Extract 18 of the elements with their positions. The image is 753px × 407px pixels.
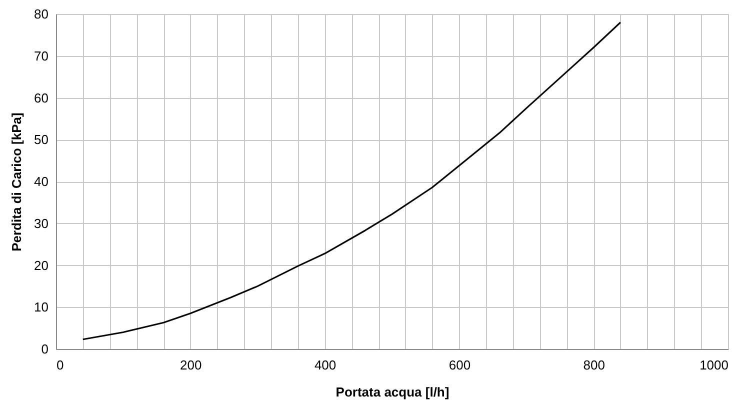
y-tick-label: 60	[34, 90, 48, 106]
x-tick-label: 1000	[700, 358, 728, 372]
y-tick-label: 40	[34, 174, 48, 189]
x-tick-label: 400	[314, 358, 336, 372]
y-axis-title: Perdita di Carico [kPa]	[9, 112, 24, 252]
y-tick-label: 30	[34, 216, 48, 231]
y-tick-label: 20	[34, 258, 48, 273]
y-tick-label: 50	[34, 132, 48, 148]
x-tick-label: 0	[56, 358, 64, 372]
line-series	[82, 22, 622, 340]
x-axis-title: Portata acqua [l/h]	[336, 384, 450, 400]
y-tick-label: 0	[41, 342, 48, 356]
x-tick-label: 800	[583, 358, 605, 372]
y-tick-label: 70	[34, 48, 48, 64]
x-tick-label: 200	[180, 358, 202, 372]
y-tick-label: 80	[34, 6, 48, 22]
x-tick-label: 600	[448, 358, 471, 372]
y-tick-label: 10	[34, 300, 48, 315]
